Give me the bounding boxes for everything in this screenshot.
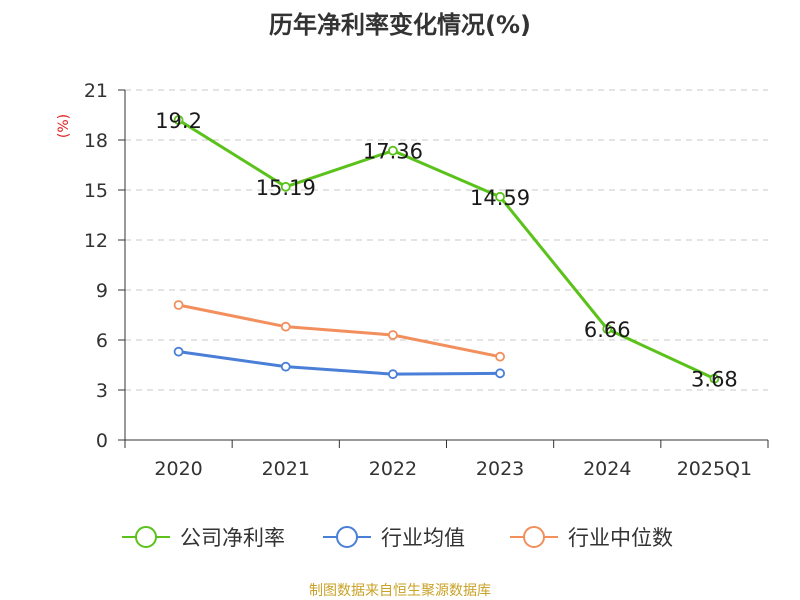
y-tick-label: 12 — [84, 230, 108, 252]
data-label: 19.2 — [155, 109, 202, 133]
data-label: 6.66 — [584, 318, 631, 342]
grid-lines — [125, 89, 768, 391]
series-point — [388, 145, 398, 156]
y-tick-label: 18 — [84, 130, 108, 152]
data-labels: 19.2 15.19 17.36 14.59 6.66 3.68 — [155, 109, 738, 392]
series-line — [177, 118, 716, 381]
x-tick-label: 2022 — [369, 458, 417, 480]
x-tick-label: 2023 — [476, 458, 524, 480]
series-point — [709, 373, 720, 384]
series-point — [388, 369, 398, 380]
x-tick-label: 2025Q1 — [677, 458, 752, 480]
series-point — [173, 115, 184, 125]
y-tick-label: 15 — [84, 180, 108, 202]
legend-swatch-marker — [336, 526, 358, 548]
data-label: 14.59 — [470, 186, 530, 210]
series-point — [388, 330, 398, 340]
legend-item: 行业均值 — [323, 526, 465, 550]
legend-label: 公司净利率 — [180, 526, 285, 550]
series-point — [173, 300, 184, 310]
data-label: 15.19 — [256, 176, 316, 200]
y-axis-unit-label: (%) — [56, 114, 72, 138]
y-tick-label: 21 — [84, 80, 108, 102]
data-label: 3.68 — [691, 368, 738, 392]
series-line — [178, 303, 501, 359]
y-tick-label: 3 — [96, 380, 108, 402]
source-note: 制图数据来自恒生聚源数据库 — [309, 583, 491, 599]
legend: 公司净利率 行业均值 行业中位数 — [122, 526, 673, 550]
legend-label: 行业中位数 — [568, 526, 673, 550]
series-lines — [173, 115, 720, 384]
series-point — [280, 361, 291, 372]
legend-swatch-marker — [135, 526, 157, 548]
series-point — [280, 181, 291, 192]
chart-title: 历年净利率变化情况(%) — [269, 11, 531, 39]
legend-item: 公司净利率 — [122, 526, 285, 550]
series-line — [178, 350, 501, 376]
series-point — [280, 321, 291, 332]
series-point — [602, 324, 613, 334]
legend-label: 行业均值 — [381, 526, 465, 550]
series-point — [173, 346, 184, 357]
y-tick-label: 0 — [96, 430, 108, 452]
x-tick-label: 2021 — [262, 458, 310, 480]
series-point — [495, 368, 505, 379]
series-point — [495, 191, 505, 202]
data-label: 17.36 — [363, 140, 423, 164]
legend-item: 行业中位数 — [510, 526, 673, 550]
axes: 0 3 6 9 12 15 18 21 2020 2021 2022 2023 2024 2025Q1 — [84, 80, 769, 480]
y-tick-label: 6 — [96, 330, 108, 352]
series-point — [495, 351, 505, 362]
x-tick-label: 2024 — [583, 458, 631, 480]
x-tick-label: 2020 — [154, 458, 202, 480]
y-tick-label: 9 — [96, 280, 108, 302]
legend-swatch-marker — [523, 526, 545, 548]
